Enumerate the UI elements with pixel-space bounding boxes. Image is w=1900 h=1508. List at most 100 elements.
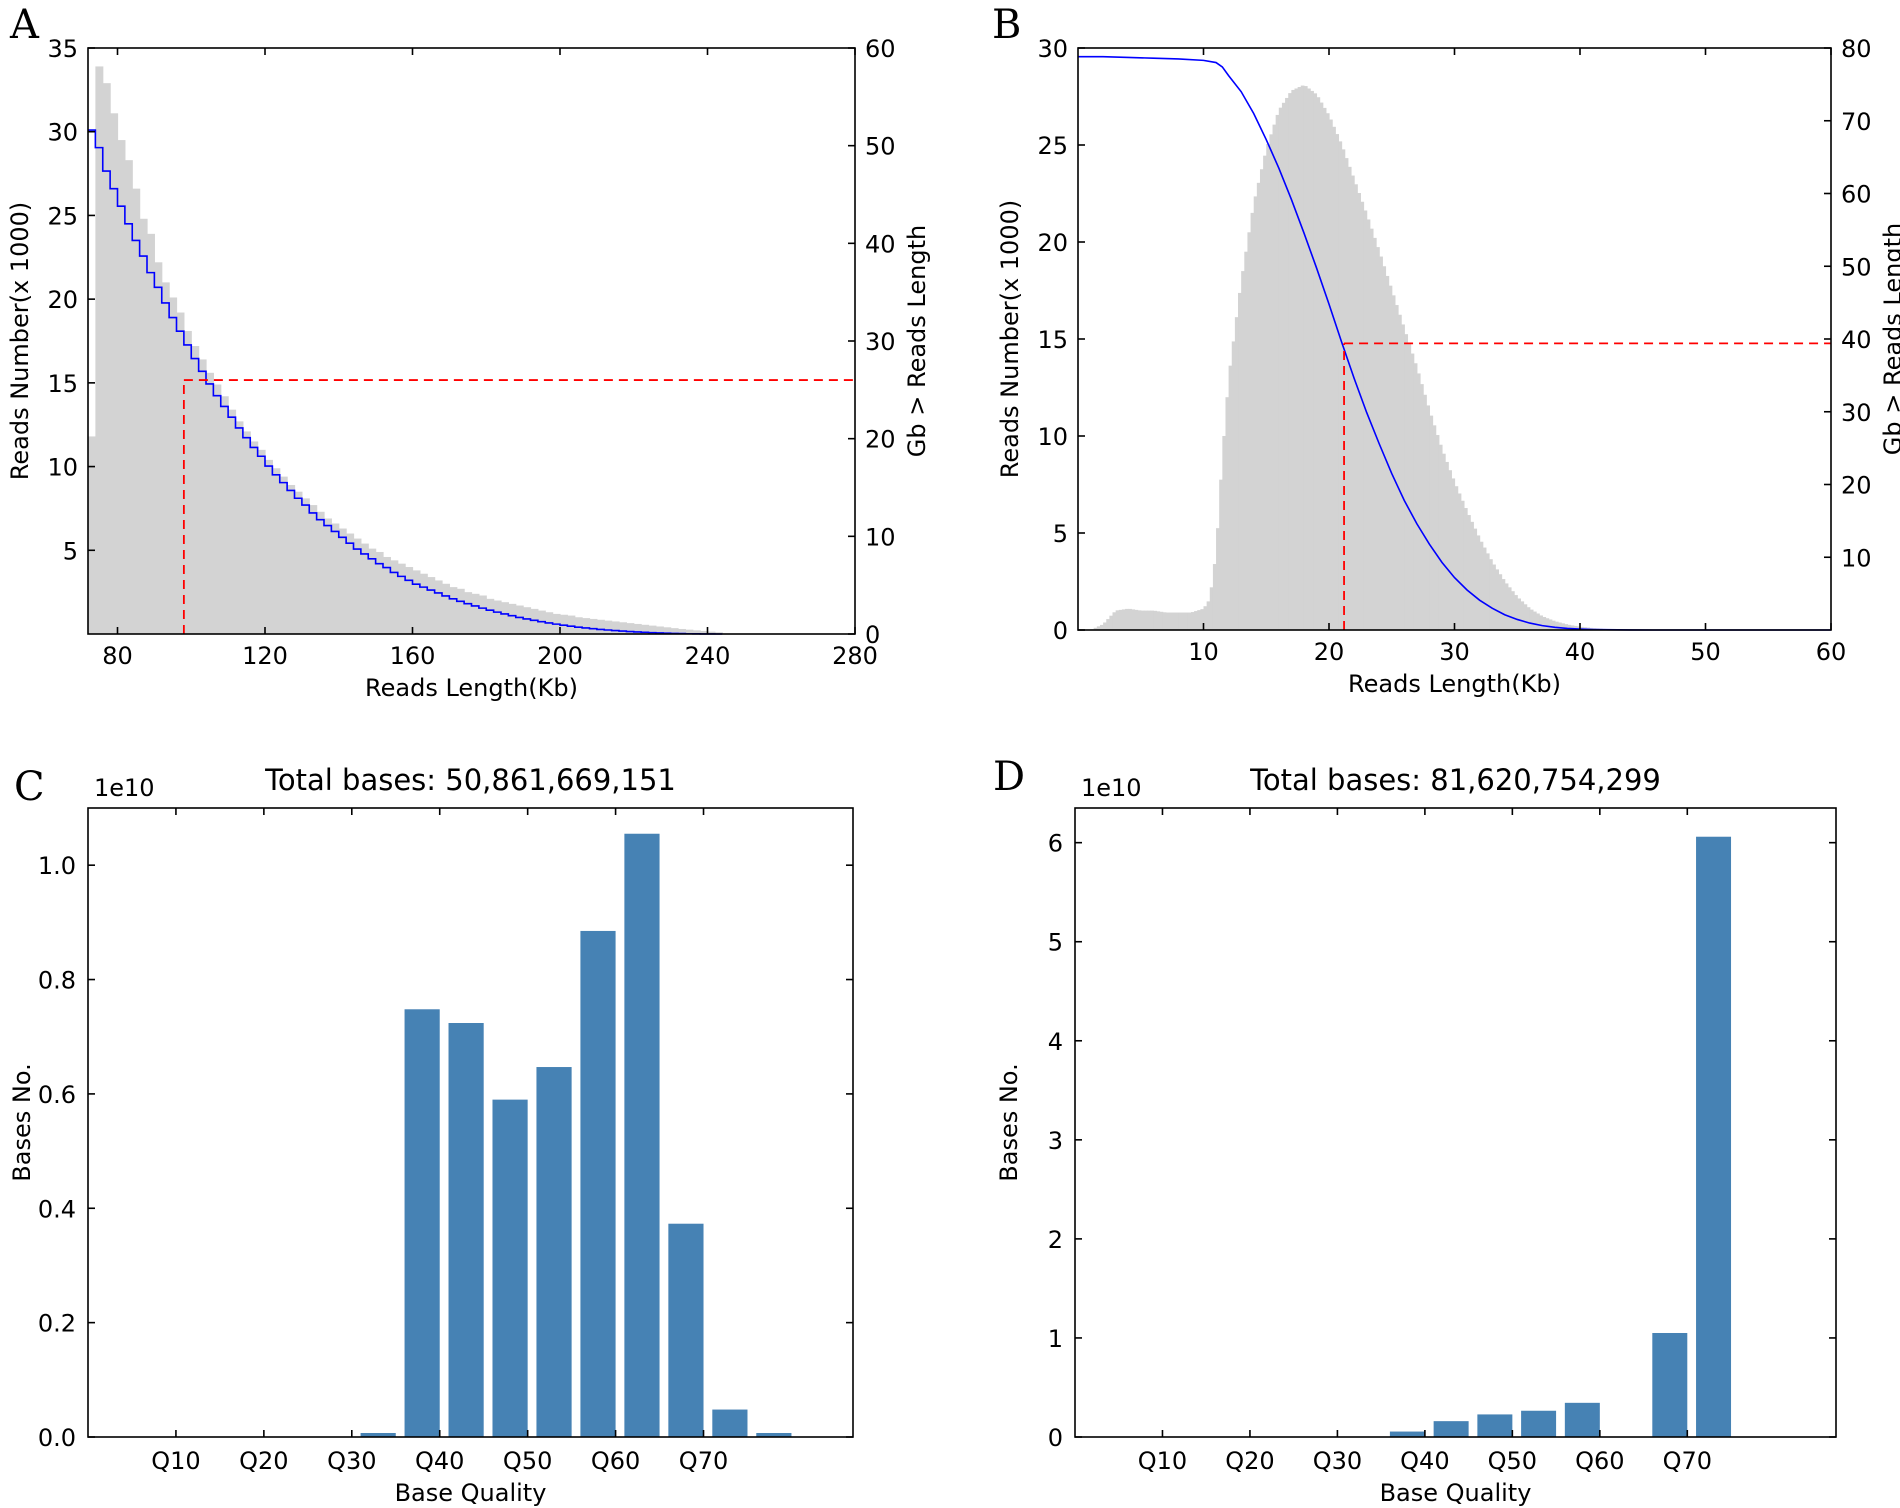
histogram-bar [1190,612,1195,630]
y-tick-label: 0.0 [38,1424,76,1452]
histogram-bar [265,459,273,634]
histogram-bar [272,468,281,634]
histogram-bar [1416,373,1421,630]
histogram-bar [161,282,170,634]
histogram-bar [1288,93,1292,631]
histogram-bar [1510,591,1515,630]
histogram-bar [700,630,709,634]
histogram-bar [198,359,207,634]
y-left-tick-label: 30 [1037,35,1068,63]
quality-bar [404,1009,440,1437]
histogram-bar [1548,619,1553,630]
histogram-bar [1460,500,1465,630]
y-left-tick-label: 15 [47,370,78,398]
y-axis-label: Bases No. [8,1063,36,1181]
y-tick-label: 0.6 [38,1081,76,1109]
histogram-bar [427,577,436,634]
histogram-bar [383,556,391,634]
x-tick-label: 280 [832,642,878,670]
histogram-bar [1247,232,1252,631]
histogram-bar [257,449,266,634]
y-tick-label: 0.8 [38,967,76,995]
x-tick-label: 120 [242,642,288,670]
histogram-bar [1099,624,1104,630]
histogram-bar [1551,620,1556,630]
y-right-tick-label: 20 [1841,472,1872,500]
x-tick-label: Q70 [679,1447,728,1475]
y-right-tick-label: 40 [865,230,896,258]
histogram-bar [1354,184,1358,630]
quality-bar [492,1099,528,1437]
histogram-bar [1294,88,1299,630]
histogram-bar [1140,610,1145,630]
histogram-bar [1134,609,1139,630]
histogram-bar [88,436,96,634]
histogram-bar [132,188,141,634]
histogram-bar [242,431,251,634]
panel-a-reads-length-histogram: 80 120 160 200 240 280 5 10 15 20 25 30 35 0 10 20 30 40 5… [6,2,931,702]
histogram-bar [1241,271,1245,630]
histogram-bar [1335,134,1340,630]
histogram-bar [124,160,133,635]
panel-letter: C [14,764,45,810]
histogram-bar [213,384,222,634]
quality-bar [1521,1410,1557,1437]
y-offset-text: 1e10 [94,774,155,802]
histogram-bar [1300,85,1305,630]
histogram-bar [648,625,657,634]
y-right-axis-label: Gb > Reads Length [1879,223,1900,455]
histogram-bar [1504,583,1509,630]
histogram-bar [1394,305,1399,630]
histogram-bar [1162,612,1167,630]
histogram-bar [183,330,192,634]
histogram-bar [1175,612,1179,630]
histogram-bar [1206,601,1211,630]
histogram-bar [560,614,568,634]
histogram-bar [1307,88,1311,630]
x-tick-label: 240 [685,642,731,670]
histogram-bar [1187,612,1192,630]
histogram-bar [1498,574,1503,630]
histogram-bar [235,421,244,634]
histogram-bar [1212,564,1217,630]
histogram-bar [1322,107,1327,630]
y-left-tick-label: 10 [1037,423,1068,451]
y-left-tick-label: 25 [47,202,78,230]
histogram-bar [1423,394,1427,630]
histogram-bar [1225,397,1230,630]
histogram-bar [1388,285,1393,630]
histogram-bar [670,628,679,634]
quality-bar [756,1432,792,1437]
y-left-axis-label: Reads Number(x 1000) [6,202,34,480]
x-tick-label: Q30 [1313,1447,1362,1475]
y-left-tick-label: 10 [47,454,78,482]
quality-bar [1477,1414,1513,1437]
histogram-bar [154,262,163,634]
histogram-bar [1275,114,1280,631]
x-tick-label: Q60 [591,1447,640,1475]
y-right-axis-label: Gb > Reads Length [903,225,931,457]
quality-bar [624,833,660,1437]
panel-letter: D [993,754,1025,800]
histogram-bar [1495,569,1500,630]
histogram-bar [1432,425,1437,630]
histogram-bar [1482,547,1487,630]
histogram-bar [1200,609,1205,630]
y-left-tick-label: 30 [47,119,78,147]
histogram-bar [1156,611,1161,630]
histogram-bar [1570,625,1575,630]
y-right-tick-label: 60 [1841,181,1872,209]
y-left-tick-label: 5 [63,537,78,565]
histogram-bar [1413,363,1418,630]
histogram-bar [604,620,613,634]
histogram-bar [1451,478,1456,630]
histogram-bar [1316,97,1321,631]
histogram-bar [220,396,229,634]
histogram-bar [567,615,576,634]
histogram-bar [1222,436,1227,630]
histogram-bar [1131,609,1136,630]
histogram-bar [1256,182,1261,630]
histogram-bar [139,218,148,634]
histogram-bar [471,593,480,634]
histogram-bar [1526,607,1531,630]
